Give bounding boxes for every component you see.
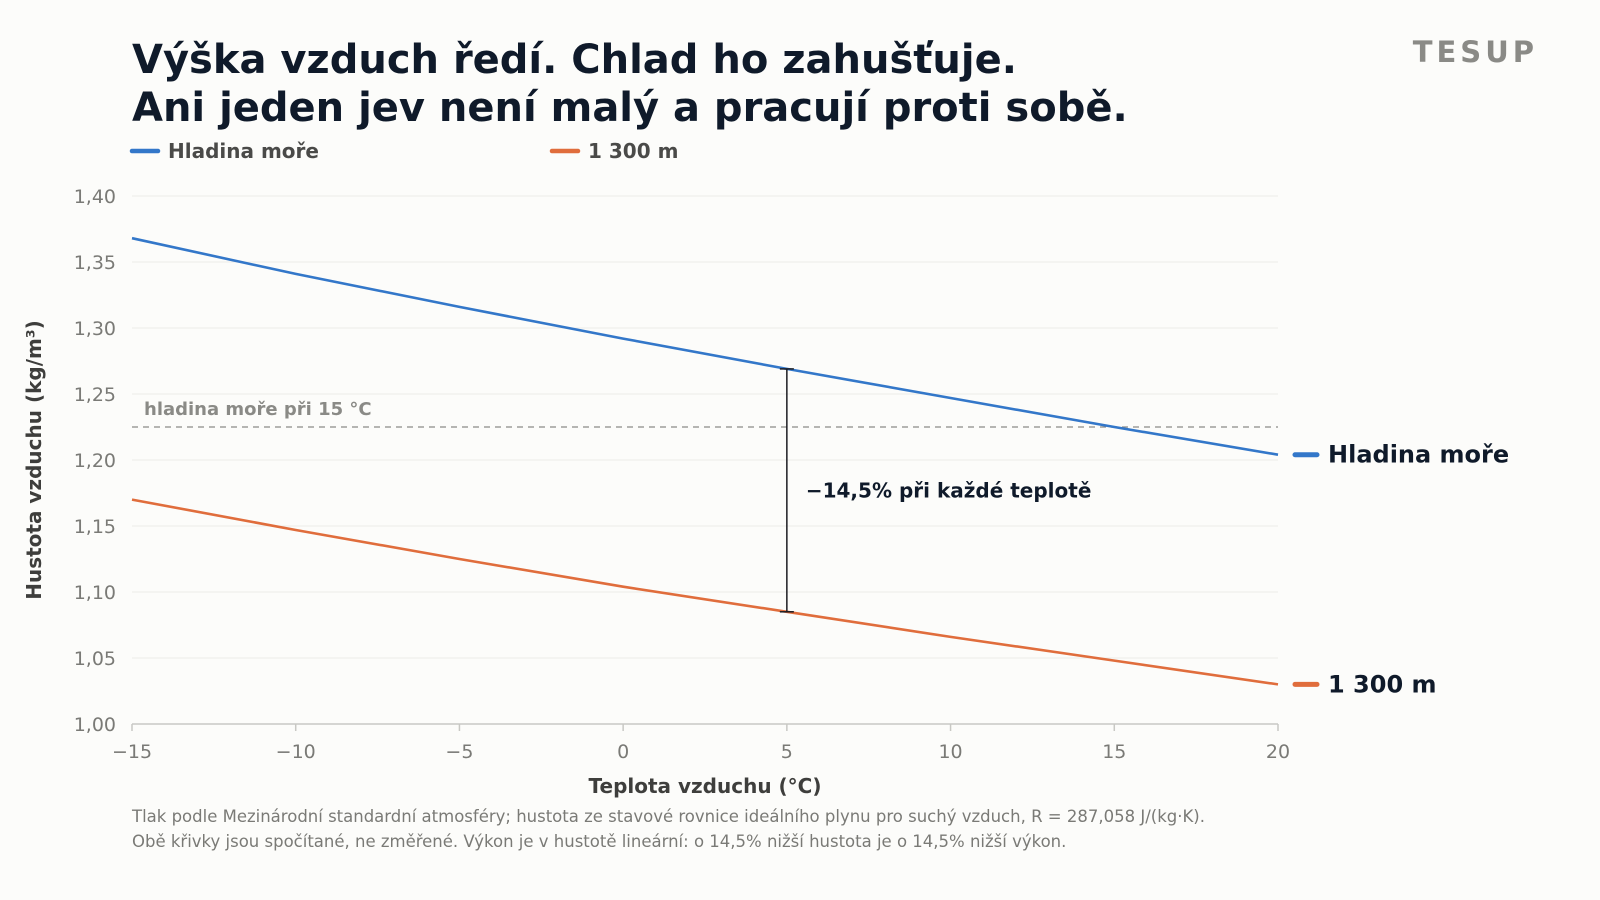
footnote-line: Obě křivky jsou spočítané, ne změřené. V… <box>132 832 1066 851</box>
series-line-altitude <box>131 498 1279 686</box>
gap-annotation: −14,5% při každé teplotě <box>779 368 1092 613</box>
end-label: 1 300 m <box>1292 670 1437 698</box>
y-tick-label: 1,00 <box>74 714 116 736</box>
end-labels: Hladina moře 1 300 m <box>1292 441 1509 698</box>
reference-line: hladina moře při 15 °C <box>132 399 1278 428</box>
x-axis-title: Teplota vzduchu (°C) <box>589 774 822 798</box>
legend-label: 1 300 m <box>588 139 678 163</box>
legend-item: 1 300 m <box>549 139 678 163</box>
gridlines: 1,00 1,05 1,10 1,15 1,20 1,25 1,30 1,35 1,40 <box>74 186 1278 736</box>
y-tick-label: 1,15 <box>74 516 116 538</box>
legend-item: Hladina moře <box>129 139 319 163</box>
y-tick-label: 1,35 <box>74 252 116 274</box>
x-tick-label: 10 <box>938 741 962 763</box>
title-line: Výška vzduch ředí. Chlad ho zahušťuje. <box>132 37 1017 83</box>
y-tick-label: 1,25 <box>74 384 116 406</box>
y-tick-label: 1,30 <box>74 318 116 340</box>
y-tick-label: 1,40 <box>74 186 116 208</box>
axes: −15 −10 −5 0 5 10 15 20 Teplota vzduchu (°C) Hust… <box>22 320 1290 798</box>
series-lines <box>131 236 1279 686</box>
brand-logo: TESUP <box>1413 35 1538 69</box>
x-tick-label: −15 <box>112 741 152 763</box>
title-line: Ani jeden jev není malý a pracují proti … <box>132 85 1128 131</box>
gap-label: −14,5% při každé teplotě <box>806 478 1092 502</box>
y-tick-label: 1,05 <box>74 648 116 670</box>
reference-label: hladina moře při 15 °C <box>144 399 372 420</box>
footnotes: Tlak podle Mezinárodní standardní atmosf… <box>131 807 1205 851</box>
end-label-text: Hladina moře <box>1328 441 1509 469</box>
x-tick-label: 0 <box>617 741 629 763</box>
series-line-sea-level <box>131 236 1279 456</box>
x-tick-label: 5 <box>781 741 793 763</box>
end-label: Hladina moře <box>1292 441 1509 469</box>
footnote-line: Tlak podle Mezinárodní standardní atmosf… <box>131 807 1205 826</box>
y-tick-label: 1,20 <box>74 450 116 472</box>
x-tick-label: 20 <box>1266 741 1290 763</box>
x-tick-label: −10 <box>276 741 316 763</box>
legend: Hladina moře 1 300 m <box>129 139 678 163</box>
end-label-text: 1 300 m <box>1328 670 1437 698</box>
y-tick-label: 1,10 <box>74 582 116 604</box>
legend-label: Hladina moře <box>168 139 319 163</box>
chart-title: Výška vzduch ředí. Chlad ho zahušťuje.An… <box>132 37 1128 131</box>
x-tick-label: −5 <box>445 741 473 763</box>
x-tick-label: 15 <box>1102 741 1126 763</box>
y-axis-title: Hustota vzduchu (kg/m³) <box>22 320 46 600</box>
